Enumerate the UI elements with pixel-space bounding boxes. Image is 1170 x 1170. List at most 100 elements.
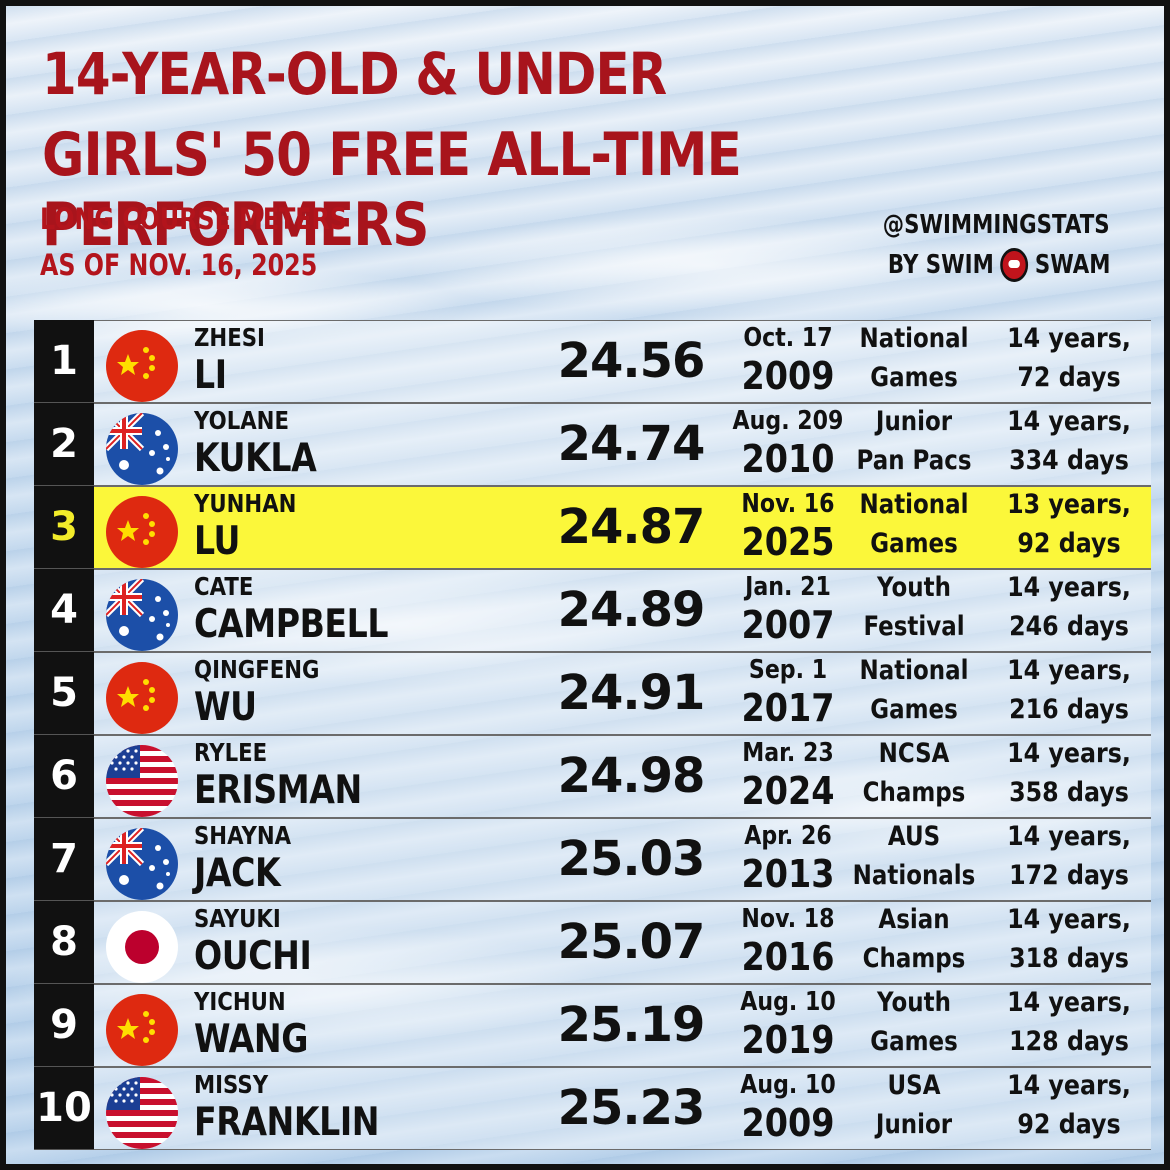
row-body: SAYUKI OUCHI 25.07 Nov. 18 2016 Asian Ch… — [94, 901, 1151, 984]
last-name: WANG — [194, 1017, 308, 1062]
meet-line-1: National — [859, 655, 969, 686]
date-year: 2019 — [741, 1018, 835, 1062]
rank-cell: 9 — [34, 984, 94, 1067]
australia-flag-icon — [106, 579, 178, 651]
first-name: MISSY — [194, 1070, 269, 1099]
credit-brand: BY SWIM SWAM — [887, 248, 1110, 282]
meet-line-1: Youth — [877, 572, 951, 603]
age-years: 14 years, — [1007, 1070, 1131, 1101]
usa-flag-icon — [106, 745, 178, 817]
rank-cell: 3 — [34, 486, 94, 569]
first-name: YICHUN — [194, 987, 286, 1016]
rank-cell: 10 — [34, 1067, 94, 1150]
age-days: 334 days — [1009, 445, 1129, 476]
date-month-day: Jan. 21 — [745, 572, 831, 602]
row-body: YICHUN WANG 25.19 Aug. 10 2019 Youth Gam… — [94, 984, 1151, 1067]
meet-line-1: USA — [887, 1070, 941, 1101]
last-name: JACK — [194, 851, 281, 896]
date-year: 2010 — [741, 437, 835, 481]
swimswam-logo-icon — [999, 248, 1028, 282]
first-name: CATE — [194, 572, 254, 601]
credit-brand-name: SWAM — [1034, 250, 1110, 280]
age-days: 246 days — [1009, 611, 1129, 642]
meet-line-2: Champs — [862, 943, 966, 974]
age-days: 92 days — [1017, 1109, 1121, 1140]
meet-line-1: AUS — [887, 821, 941, 852]
age-years: 14 years, — [1007, 904, 1131, 935]
rank-cell: 8 — [34, 901, 94, 984]
australia-flag-icon — [106, 828, 178, 900]
row-body: SHAYNA JACK 25.03 Apr. 26 2013 AUS Natio… — [94, 818, 1151, 901]
age-days: 128 days — [1009, 1026, 1129, 1057]
date-month-day: Nov. 16 — [741, 489, 835, 519]
date-year: 2009 — [741, 1101, 835, 1145]
row-body: ZHESI LI 24.56 Oct. 17 2009 National Gam… — [94, 320, 1151, 403]
last-name: KUKLA — [194, 436, 317, 481]
swim-time: 24.56 — [557, 333, 706, 389]
meet-line-2: Games — [870, 528, 958, 559]
meet-line-2: Nationals — [852, 860, 976, 891]
last-name: CAMPBELL — [194, 602, 389, 647]
credit-by: BY SWIM — [887, 250, 994, 280]
rank-cell: 4 — [34, 569, 94, 652]
china-flag-icon — [106, 330, 178, 402]
last-name: OUCHI — [194, 934, 312, 979]
date-month-day: Sep. 1 — [748, 655, 828, 685]
date-month-day: Aug. 209 — [732, 406, 844, 436]
row-body: RYLEE ERISMAN 24.98 Mar. 23 2024 NCSA Ch… — [94, 735, 1151, 818]
table-row: 3 YUNHAN LU 24.87 Nov. 16 2025 National … — [34, 486, 1151, 569]
last-name: LU — [194, 519, 241, 564]
meet-line-1: Asian — [878, 904, 950, 935]
date-year: 2017 — [741, 686, 835, 730]
age-years: 13 years, — [1007, 489, 1131, 520]
meet-line-2: Pan Pacs — [856, 445, 972, 476]
row-body: MISSY FRANKLIN 25.23 Aug. 10 2009 USA Ju… — [94, 1067, 1151, 1150]
first-name: QINGFENG — [194, 655, 320, 684]
table-row: 2 YOLANE KUKLA 24.74 Aug. 209 2010 Junio… — [34, 403, 1151, 486]
meet-line-2: Games — [870, 694, 958, 725]
swim-time: 24.87 — [557, 499, 706, 555]
date-year: 2024 — [741, 769, 835, 813]
meet-line-2: Games — [870, 362, 958, 393]
usa-flag-icon — [106, 1077, 178, 1149]
date-year: 2007 — [741, 603, 835, 647]
age-years: 14 years, — [1007, 406, 1131, 437]
credit-handle: @SWIMMINGSTATS — [883, 210, 1110, 240]
swim-time: 25.07 — [557, 914, 706, 970]
meet-line-1: NCSA — [878, 738, 950, 769]
last-name: ERISMAN — [194, 768, 362, 813]
age-years: 14 years, — [1007, 738, 1131, 769]
age-years: 14 years, — [1007, 572, 1131, 603]
last-name: LI — [194, 353, 227, 398]
rank-cell: 2 — [34, 403, 94, 486]
swim-time: 24.91 — [557, 665, 706, 721]
first-name: ZHESI — [194, 323, 265, 352]
table-row: 10 MISSY FRANKLIN 25.23 Aug. 10 2009 USA… — [34, 1067, 1151, 1150]
age-years: 14 years, — [1007, 323, 1131, 354]
title-line-2: GIRLS' 50 FREE ALL-TIME PERFORMERS — [42, 120, 742, 260]
first-name: SAYUKI — [194, 904, 281, 933]
date-year: 2025 — [741, 520, 835, 564]
row-body: CATE CAMPBELL 24.89 Jan. 21 2007 Youth F… — [94, 569, 1151, 652]
performers-table: 1 ZHESI LI 24.56 Oct. 17 2009 National G… — [34, 320, 1151, 1150]
date-year: 2016 — [741, 935, 835, 979]
age-days: 216 days — [1009, 694, 1129, 725]
australia-flag-icon — [106, 413, 178, 485]
table-row: 6 RYLEE ERISMAN 24.98 Mar. 23 2024 NCSA … — [34, 735, 1151, 818]
date-month-day: Oct. 17 — [743, 323, 833, 353]
last-name: FRANKLIN — [194, 1100, 380, 1145]
meet-line-1: Junior — [875, 406, 953, 437]
meet-line-2: Festival — [863, 611, 965, 642]
row-body: YUNHAN LU 24.87 Nov. 16 2025 National Ga… — [94, 486, 1151, 569]
rank-cell: 1 — [34, 320, 94, 403]
first-name: YUNHAN — [194, 489, 297, 518]
table-row: 1 ZHESI LI 24.56 Oct. 17 2009 National G… — [34, 320, 1151, 403]
swim-time: 24.89 — [557, 582, 706, 638]
date-year: 2009 — [741, 354, 835, 398]
row-body: QINGFENG WU 24.91 Sep. 1 2017 National G… — [94, 652, 1151, 735]
age-years: 14 years, — [1007, 655, 1131, 686]
first-name: RYLEE — [194, 738, 268, 767]
swim-time: 24.74 — [557, 416, 706, 472]
swim-time: 25.03 — [557, 831, 706, 887]
